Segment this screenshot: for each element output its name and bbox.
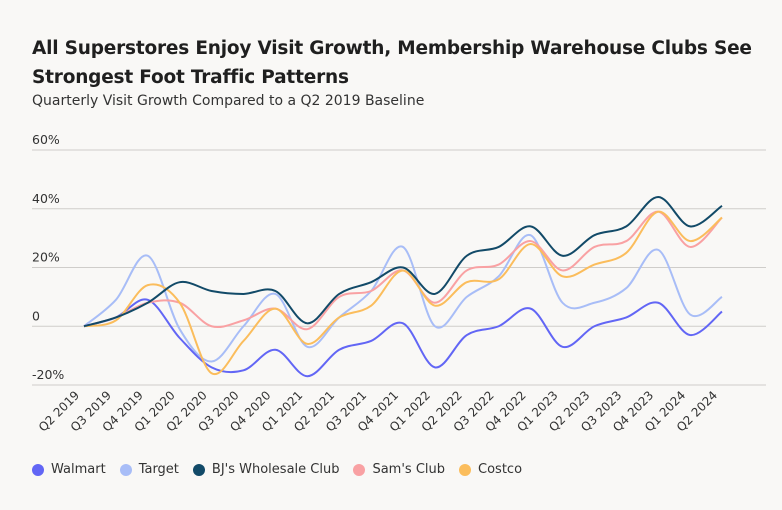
legend-label: Target <box>138 462 179 477</box>
legend-swatch <box>32 463 44 476</box>
legend-swatch <box>192 463 205 476</box>
legend-swatch <box>459 463 472 476</box>
legend-item: Sam's Club <box>353 462 445 477</box>
chart-subtitle: Quarterly Visit Growth Compared to a Q2 … <box>32 93 425 109</box>
legend-label: Sam's Club <box>372 462 446 477</box>
legend-item: Target <box>119 462 179 477</box>
series-line-target <box>83 234 723 363</box>
legend-swatch <box>119 463 132 476</box>
series-line-costco <box>83 210 723 376</box>
y-tick-label: 40% <box>32 191 60 206</box>
legend-label: BJ's Wholesale Club <box>211 462 340 477</box>
legend-label: Costco <box>478 462 523 477</box>
y-tick-label: 0 <box>32 308 40 323</box>
y-tick-label: 20% <box>32 250 60 265</box>
legend-swatch <box>353 463 366 476</box>
y-tick-label: 60% <box>32 132 60 147</box>
legend-label: Walmart <box>51 462 106 477</box>
legend-item: Walmart <box>32 462 106 477</box>
legend-item: BJ's Wholesale Club <box>192 462 340 477</box>
series-line-bj-s-wholesale-club <box>83 196 723 328</box>
legend-item: Costco <box>459 462 522 477</box>
chart-title: All Superstores Enjoy Visit Growth, Memb… <box>32 38 752 88</box>
y-tick-label: -20% <box>32 367 64 382</box>
legend: Walmart Target BJ's Wholesale Club Sam's Cl… <box>32 462 522 477</box>
series-line-walmart <box>83 298 723 378</box>
